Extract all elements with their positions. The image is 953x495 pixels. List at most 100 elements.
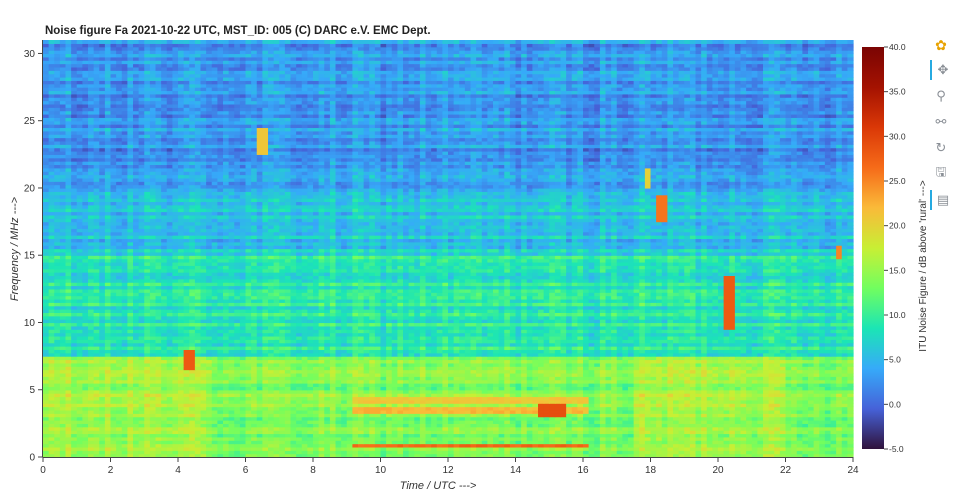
heatmap-cell	[841, 446, 848, 451]
heatmap-cell	[127, 443, 134, 448]
heatmap-cell	[768, 433, 775, 438]
heatmap-cell	[76, 396, 83, 401]
heatmap-cell	[419, 446, 427, 451]
heatmap-cell	[217, 359, 224, 364]
heatmap-plot[interactable]	[43, 40, 854, 458]
heatmap-cell	[121, 416, 128, 421]
heatmap-cell	[791, 450, 798, 455]
heatmap-cell	[734, 406, 742, 411]
heatmap-cell	[577, 372, 584, 377]
heatmap-cell	[847, 430, 854, 435]
heatmap-cell	[779, 433, 787, 438]
heatmap-cell	[464, 372, 472, 377]
heatmap-cell	[566, 440, 573, 445]
heatmap-cell	[155, 433, 162, 438]
heatmap-cell	[363, 443, 370, 448]
heatmap-cell	[262, 453, 269, 458]
heatmap-cell	[678, 396, 685, 401]
heatmap-cell	[211, 406, 218, 411]
heatmap-cell	[459, 443, 466, 448]
heatmap-cell	[830, 436, 837, 441]
heatmap-cell	[639, 406, 646, 411]
heatmap-cell	[183, 440, 190, 445]
heatmap-cell	[88, 443, 95, 448]
heatmap-cell	[256, 426, 263, 431]
heatmap-cell	[684, 349, 691, 354]
heatmap-cell	[425, 406, 432, 411]
heatmap-cell	[172, 359, 179, 364]
heatmap-cell	[611, 372, 618, 377]
heatmap-cell	[71, 349, 78, 354]
heatmap-cell	[144, 349, 151, 354]
heatmap-cell	[611, 450, 618, 455]
heatmap-cell	[363, 426, 370, 431]
heatmap-cell	[301, 359, 308, 364]
heatmap-cell	[684, 443, 691, 448]
heatmap-cell	[155, 436, 162, 441]
heatmap-cell	[774, 443, 781, 448]
heatmap-cell	[554, 372, 562, 377]
heatmap-cell	[763, 433, 770, 438]
heatmap-cell	[611, 453, 618, 458]
heatmap-cell	[76, 349, 83, 354]
heatmap-cell	[48, 436, 55, 441]
heatmap-cell	[763, 396, 770, 401]
heatmap-cell	[133, 430, 140, 435]
heatmap-cell	[104, 433, 112, 438]
heatmap-cell	[442, 446, 449, 451]
heatmap-cell	[819, 372, 826, 377]
heatmap-cell	[808, 372, 815, 377]
heatmap-cell	[723, 450, 730, 455]
heatmap-cell	[268, 440, 275, 445]
heatmap-cell	[273, 436, 280, 441]
heatmap-cell	[616, 416, 623, 421]
heatmap-cell	[414, 396, 421, 401]
heatmap-cell	[194, 426, 202, 431]
heatmap-cell	[712, 396, 719, 401]
heatmap-cell	[448, 450, 455, 455]
heatmap-cell	[76, 446, 83, 451]
heatmap-cell	[701, 416, 708, 421]
heatmap-cell	[774, 450, 781, 455]
heatmap-cell	[341, 450, 348, 455]
heatmap-cell	[194, 446, 202, 451]
heatmap-cell	[689, 372, 697, 377]
heatmap-cell	[116, 359, 123, 364]
heatmap-cell	[217, 383, 224, 387]
heatmap-cell	[453, 443, 460, 448]
heatmap-cell	[847, 440, 854, 445]
heatmap-cell	[329, 436, 337, 441]
heatmap-cell	[723, 453, 730, 458]
heatmap-cell	[571, 433, 578, 438]
heatmap-cell	[273, 359, 280, 364]
heatmap-cell	[796, 372, 803, 377]
heatmap-cell	[521, 372, 528, 377]
heatmap-cell	[408, 446, 415, 451]
heatmap-cell	[605, 426, 612, 431]
heatmap-cell	[819, 430, 826, 435]
heatmap-cell	[149, 436, 157, 441]
heatmap-cell	[532, 372, 539, 377]
heatmap-cell	[701, 383, 708, 387]
heatmap-cell	[661, 359, 668, 364]
heatmap-cell	[65, 433, 72, 438]
heatmap-cell	[138, 349, 145, 354]
heatmap-cell	[256, 372, 263, 377]
heatmap-cell	[706, 446, 713, 451]
heatmap-cell	[588, 349, 595, 354]
heatmap-cell	[374, 416, 382, 421]
heatmap-cell	[335, 406, 342, 411]
heatmap-cell	[824, 450, 832, 455]
heatmap-cell	[639, 349, 646, 354]
heatmap-cell	[71, 453, 78, 458]
heatmap-cell	[487, 446, 494, 451]
heatmap-cell	[110, 450, 117, 455]
heatmap-cell	[734, 436, 742, 441]
heatmap-cell	[206, 349, 213, 354]
heatmap-cell	[211, 383, 218, 387]
heatmap-cell	[138, 436, 145, 441]
heatmap-cell	[363, 359, 370, 364]
heatmap-cell	[718, 372, 725, 377]
heatmap-cell	[729, 406, 736, 411]
heatmap-cell	[819, 383, 826, 387]
